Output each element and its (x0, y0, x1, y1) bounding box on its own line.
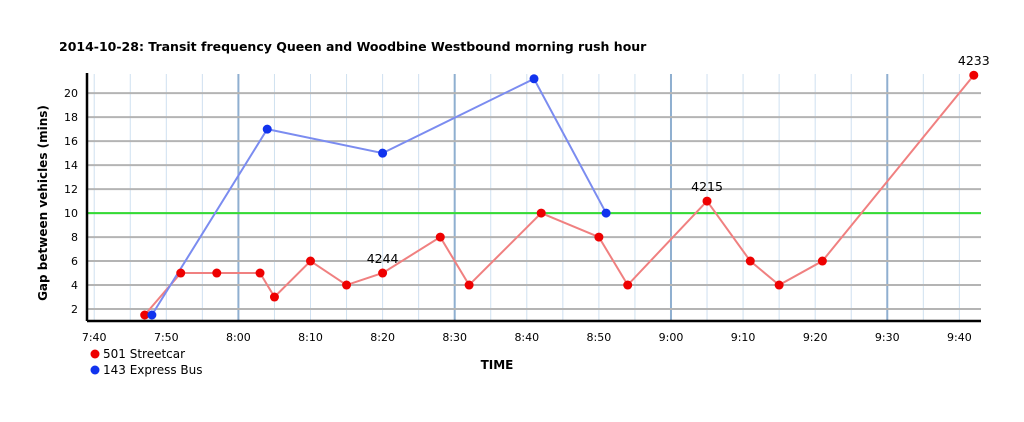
y-tick-label: 8 (71, 231, 78, 244)
data-point (435, 232, 445, 242)
y-tick-label: 12 (64, 183, 78, 196)
legend-label: 143 Express Bus (103, 363, 202, 377)
data-point (745, 256, 755, 266)
data-point (255, 268, 265, 278)
series-line-1 (151, 77, 607, 316)
x-tick-label: 9:20 (803, 331, 828, 344)
data-point (702, 196, 712, 206)
y-tick-label: 4 (71, 279, 78, 292)
y-tick-label: 16 (64, 135, 78, 148)
x-tick-label: 9:40 (947, 331, 972, 344)
annotations: 4244 4215 4233 (367, 53, 990, 266)
data-point (378, 268, 388, 278)
data-point (774, 280, 784, 290)
data-point (269, 292, 279, 302)
legend-marker (90, 349, 100, 359)
data-point (817, 256, 827, 266)
x-tick-label: 8:00 (226, 331, 251, 344)
point-annotation: 4233 (958, 53, 990, 68)
x-tick-label: 9:00 (659, 331, 684, 344)
y-tick-label: 6 (71, 255, 78, 268)
data-point (464, 280, 474, 290)
series-layer (140, 70, 979, 320)
x-tick-label: 8:30 (442, 331, 467, 344)
x-tick-label: 8:50 (587, 331, 612, 344)
x-tick-label: 7:50 (154, 331, 179, 344)
data-point (623, 280, 633, 290)
y-axis-label: Gap between vehicles (mins) (36, 105, 50, 301)
y-tick-label: 20 (64, 87, 78, 100)
data-point (594, 232, 604, 242)
data-point (176, 268, 186, 278)
point-annotation: 4244 (367, 251, 399, 266)
legend-marker (90, 365, 100, 375)
point-annotation: 4215 (691, 179, 723, 194)
x-tick-label: 8:10 (298, 331, 323, 344)
chart-title: 2014-10-28: Transit frequency Queen and … (59, 39, 647, 54)
x-axis-label: TIME (481, 358, 514, 372)
x-tick-label: 7:40 (82, 331, 107, 344)
series-line-0 (143, 74, 975, 316)
data-point (536, 208, 546, 218)
data-point (212, 268, 222, 278)
y-tick-label: 18 (64, 111, 78, 124)
data-point (306, 256, 315, 266)
y-tick-label: 14 (64, 159, 78, 172)
x-tick-label: 8:40 (514, 331, 539, 344)
legend-label: 501 Streetcar (103, 347, 185, 361)
data-point (601, 208, 611, 218)
data-point (529, 74, 539, 84)
data-point (140, 310, 150, 320)
y-tick-label: 10 (64, 207, 78, 220)
grid (87, 74, 981, 321)
legend: 501 Streetcar 143 Express Bus (90, 347, 202, 377)
y-tick-label: 2 (71, 303, 78, 316)
data-point (147, 310, 157, 320)
x-tick-label: 9:30 (875, 331, 900, 344)
x-tick-label: 8:20 (370, 331, 395, 344)
tick-labels: 7:40 7:50 8:00 8:10 8:20 8:30 8:40 8:50 9:00 9:10… (64, 87, 972, 344)
data-point (342, 280, 352, 290)
data-point (969, 70, 979, 80)
data-point (378, 148, 388, 158)
data-point (262, 124, 272, 134)
x-tick-label: 9:10 (731, 331, 756, 344)
axes (85, 73, 981, 323)
